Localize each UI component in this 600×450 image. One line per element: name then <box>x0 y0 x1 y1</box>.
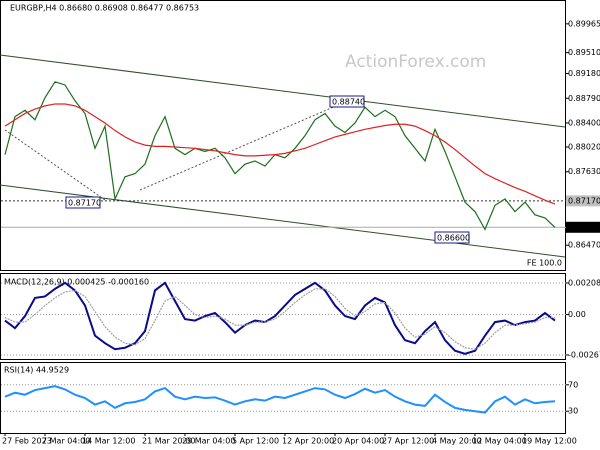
x-tick-label: 5 Apr 12:00 <box>232 437 279 446</box>
x-tick-label: 4 May 20:00 <box>432 437 482 446</box>
level-label: 0.86753 <box>568 223 600 232</box>
annotation-box <box>65 196 101 209</box>
annotation: 0.88740 <box>332 98 365 107</box>
y-tick-label: 0.88790 <box>568 94 600 103</box>
y-tick-label: 0.89180 <box>568 69 600 78</box>
series-line <box>4 281 556 355</box>
y-tick-label: 0.87630 <box>568 167 600 176</box>
series-line <box>4 103 556 205</box>
price-panel <box>0 0 566 271</box>
x-tick-label: 27 Apr 12:00 <box>382 437 434 446</box>
x-tick-label: 14 Mar 12:00 <box>82 437 135 446</box>
annotation-box <box>434 231 470 244</box>
y-tick-label: 0.00 <box>568 310 586 319</box>
y-tick-label: 0.88400 <box>568 118 600 127</box>
channel-upper <box>0 54 566 128</box>
macd-panel <box>0 273 566 360</box>
y-tick-label: -0.002679 <box>568 350 600 359</box>
level-box <box>566 221 600 233</box>
y-tick-label: 70 <box>568 380 578 389</box>
x-tick-label: 19 May 12:00 <box>522 437 577 446</box>
x-tick-label: 27 Feb 2023 <box>2 437 52 446</box>
watermark: ActionForex.com <box>345 52 486 72</box>
series-line <box>4 81 556 231</box>
macd-title: MACD(12,26,9) 0.000425 -0.000160 <box>4 278 149 287</box>
x-tick-label: 12 Apr 20:00 <box>282 437 334 446</box>
trend-dashed <box>4 129 106 201</box>
y-tick-label: 30 <box>568 407 578 416</box>
x-tick-label: 12 May 04:00 <box>472 437 527 446</box>
price-title: EURGBP,H4 0.86680 0.86908 0.86477 0.8675… <box>10 4 199 13</box>
y-tick-label: 0.89965 <box>568 19 600 28</box>
y-tick-label: 0.89510 <box>568 48 600 57</box>
annotation: 0.86600 <box>437 234 470 243</box>
y-tick-label: 0.88020 <box>568 143 600 152</box>
series-line <box>4 385 556 414</box>
x-tick-label: 29 Mar 04:00 <box>182 437 235 446</box>
rsi-panel <box>0 362 566 434</box>
annotation: 0.87170 <box>68 199 101 208</box>
x-tick-label: 21 Mar 20:00 <box>142 437 195 446</box>
y-tick-label: 0.86470 <box>568 241 600 250</box>
annotation: FE 100.0 <box>527 259 562 268</box>
annotation-box <box>329 95 365 108</box>
rsi-title: RSI(14) 44.9529 <box>4 366 69 375</box>
marks <box>1 81 566 414</box>
y-tick-label: 0.002088 <box>568 279 600 288</box>
series-line <box>4 288 555 350</box>
x-tick-label: 7 Mar 04:00 <box>42 437 90 446</box>
level-label: 0.87170 <box>568 196 600 205</box>
level-box <box>566 195 600 207</box>
trend-dashed <box>139 99 351 191</box>
x-tick-label: 20 Apr 04:00 <box>332 437 384 446</box>
